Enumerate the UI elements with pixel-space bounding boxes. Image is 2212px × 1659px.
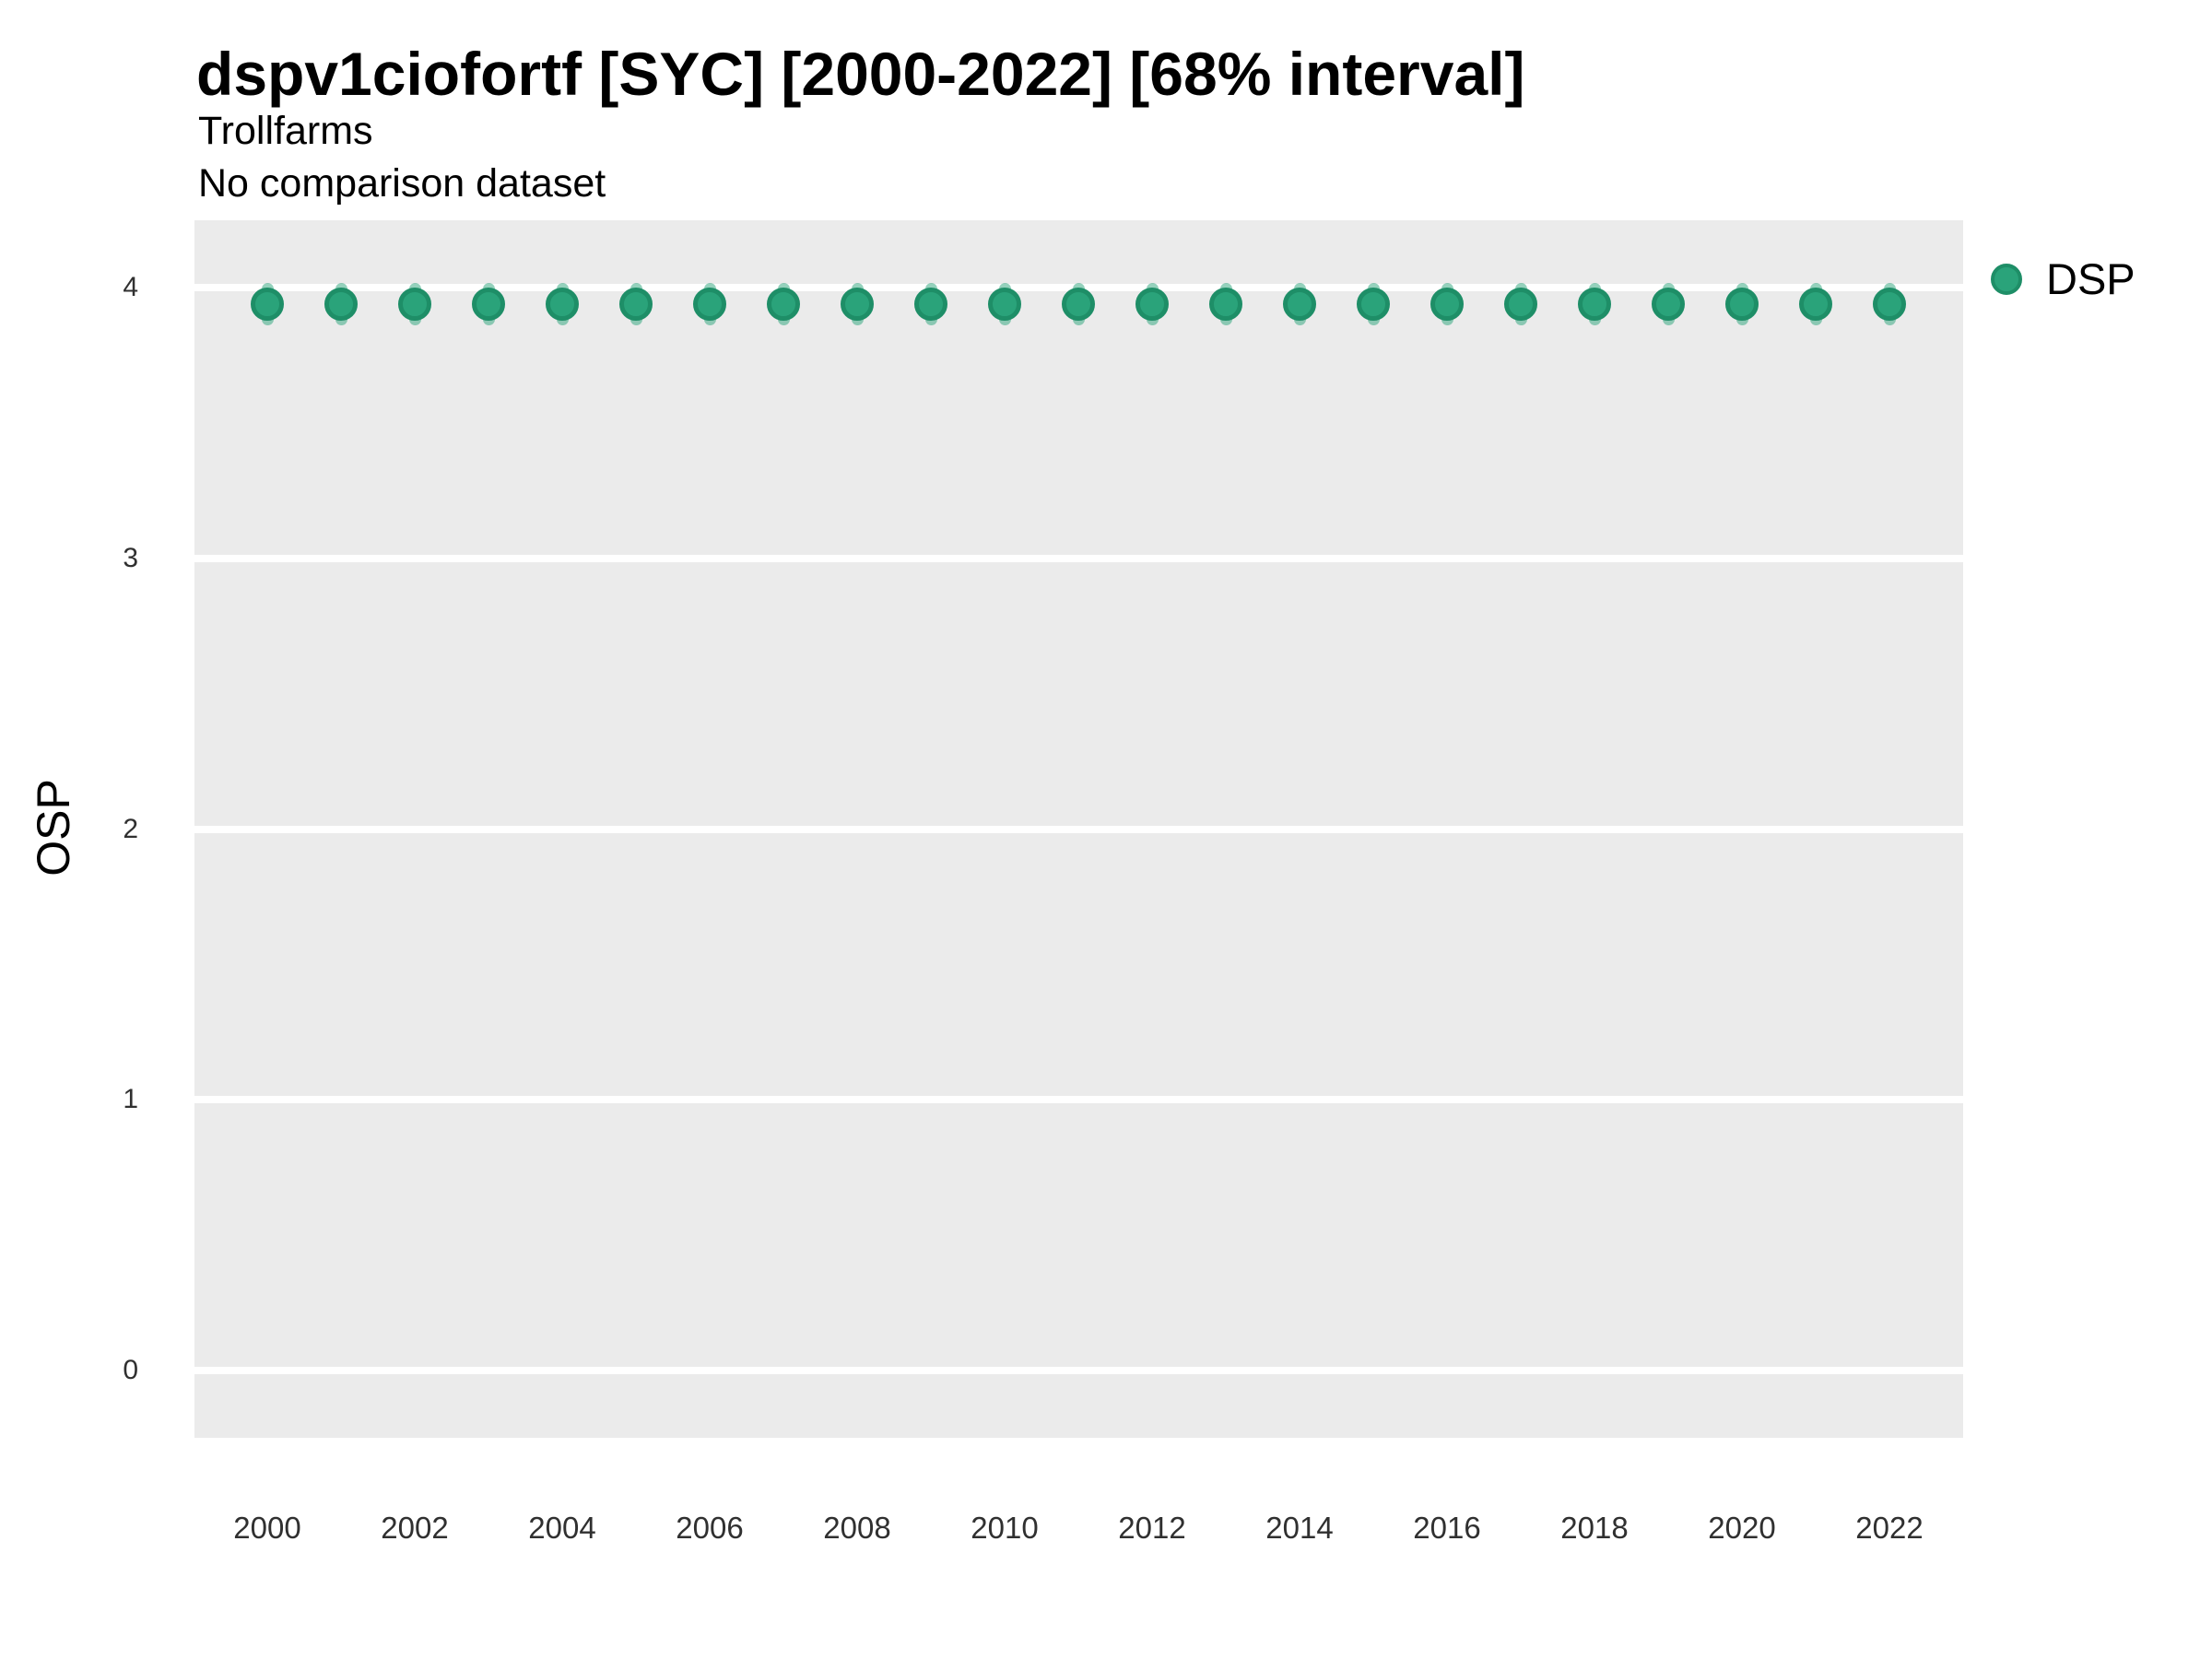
data-point (988, 288, 1021, 321)
x-axis-tick-label: 2014 (1265, 1511, 1334, 1545)
data-point (1873, 288, 1906, 321)
x-axis-tick-label: 2018 (1560, 1511, 1629, 1545)
x-axis-tick-label: 2010 (971, 1511, 1039, 1545)
data-point (324, 288, 358, 321)
y-axis-tick-label: 4 (123, 272, 138, 303)
x-axis-tick-label: 2006 (676, 1511, 744, 1545)
data-point (1062, 288, 1095, 321)
x-axis-tick-label: 2000 (233, 1511, 301, 1545)
x-axis-tick-label: 2008 (823, 1511, 891, 1545)
data-point (767, 288, 800, 321)
x-axis-tick-label: 2004 (528, 1511, 596, 1545)
gridline-y-1 (194, 1096, 1963, 1104)
y-axis-tick-label: 2 (123, 813, 138, 844)
x-axis-tick-label: 2020 (1708, 1511, 1776, 1545)
chart-subtitle: Trollfarms (198, 109, 373, 153)
data-point (472, 288, 505, 321)
y-axis-tick-label: 0 (123, 1354, 138, 1385)
data-point (1725, 288, 1759, 321)
data-point (1652, 288, 1685, 321)
x-axis-tick-label: 2012 (1118, 1511, 1186, 1545)
data-point (1799, 288, 1832, 321)
data-point (1209, 288, 1242, 321)
data-point (398, 288, 431, 321)
data-point (1578, 288, 1611, 321)
legend-label: DSP (2046, 254, 2136, 303)
legend: DSP (1991, 253, 2136, 304)
data-point (914, 288, 947, 321)
data-point (1283, 288, 1316, 321)
gridline-y-0 (194, 1366, 1963, 1374)
data-point (546, 288, 579, 321)
y-axis-tick-label: 3 (123, 542, 138, 573)
data-point (1430, 288, 1464, 321)
plot-panel (194, 220, 1963, 1438)
data-point (251, 288, 284, 321)
x-axis-tick-label: 2022 (1855, 1511, 1924, 1545)
data-point (1504, 288, 1537, 321)
data-point (1135, 288, 1169, 321)
x-axis-tick-label: 2002 (381, 1511, 449, 1545)
data-point (841, 288, 874, 321)
data-point (619, 288, 653, 321)
data-point (693, 288, 726, 321)
gridline-y-3 (194, 554, 1963, 562)
page-title: dspv1ciofortf [SYC] [2000-2022] [68% int… (196, 40, 1525, 108)
x-axis-tick-label: 2016 (1413, 1511, 1481, 1545)
y-axis-title: OSP (28, 779, 79, 877)
data-point (1357, 288, 1390, 321)
comparison-note: No comparison dataset (198, 161, 606, 206)
y-axis-tick-label: 1 (123, 1084, 138, 1115)
circle-icon (1991, 263, 2022, 295)
gridline-y-2 (194, 825, 1963, 833)
